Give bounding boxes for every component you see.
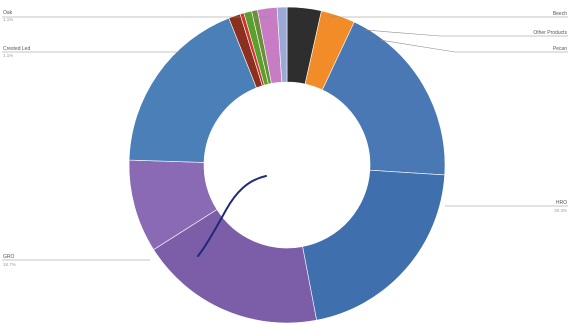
label-hro: HRO [556,200,567,206]
label-other-products: Other Products [533,30,567,36]
slice-crested-led [128,17,257,163]
label-crested-led-sub: 1.1% [3,53,13,58]
label-gro-sub: 18.7% [3,262,16,267]
leader-line-pecan [379,39,568,53]
annotation-stroke [197,175,267,257]
slice-gro [153,209,317,324]
leader-line-other-products [364,29,568,37]
label-beech: Beech [553,11,567,17]
donut-slices [128,6,446,324]
label-crested-led: Crested Led [3,46,30,52]
slice-slice-12 [276,6,288,83]
leader-lines [2,16,568,261]
label-pecan: Pecan [553,46,567,52]
slice-hro [302,169,446,321]
label-gro: GRO [3,254,15,260]
label-oak: Oak [3,10,13,16]
slice-pecan [321,21,446,176]
label-hro-sub: 20.3% [554,208,567,213]
label-oak-sub: 1.1% [3,17,13,22]
